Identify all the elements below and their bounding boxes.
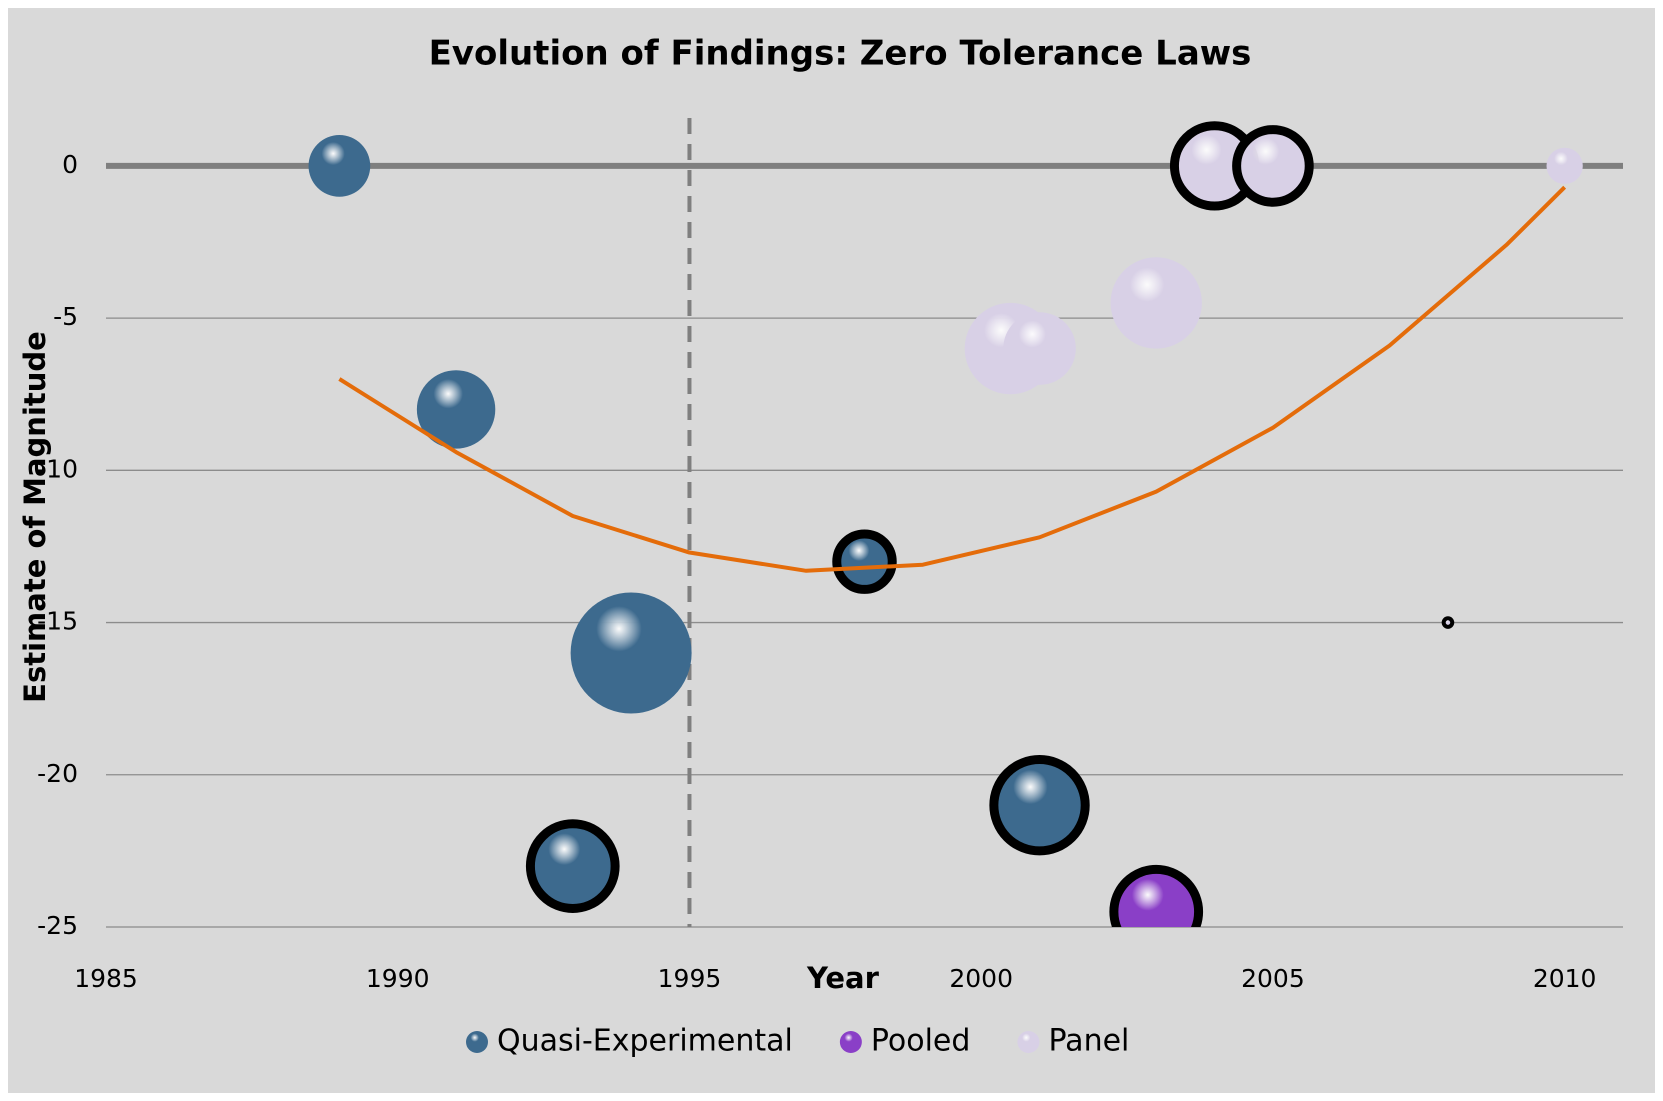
x-tick-label: 2005 (1241, 964, 1305, 993)
bubble (416, 370, 496, 449)
y-axis-title: Estimate of Magnitude (18, 331, 52, 703)
bubble (570, 592, 692, 714)
bubble (1232, 125, 1314, 207)
chart-background (8, 8, 1655, 1093)
x-tick-label: 1995 (658, 964, 722, 993)
y-tick-label: -5 (53, 302, 78, 331)
legend-marker (839, 1031, 862, 1053)
bubble (832, 529, 897, 594)
bubble (308, 135, 371, 197)
x-axis-title: Year (806, 961, 880, 995)
x-tick-label: 2010 (1533, 964, 1597, 993)
legend-label: Panel (1048, 1024, 1129, 1059)
x-tick-label: 1985 (74, 964, 138, 993)
bubble (1441, 616, 1455, 629)
bubble (1546, 147, 1583, 185)
bubble (1110, 257, 1202, 349)
bubble (525, 819, 620, 913)
bubble (1109, 864, 1204, 927)
y-tick-label: -20 (37, 759, 78, 788)
legend-label: Pooled (871, 1024, 971, 1059)
y-tick-label: -25 (37, 911, 78, 940)
legend-marker (1017, 1031, 1040, 1053)
y-tick-label: 0 (62, 150, 78, 179)
legend-marker (466, 1031, 488, 1053)
bubble (1003, 312, 1076, 385)
trend-line (338, 185, 1567, 573)
chart-title: Evolution of Findings: Zero Tolerance La… (429, 34, 1252, 74)
legend-label: Quasi-Experimental (497, 1024, 793, 1059)
x-tick-label: 2000 (949, 964, 1013, 993)
x-tick-label: 1990 (366, 964, 430, 993)
y-tick-label: -10 (37, 454, 78, 483)
y-tick-label: -15 (37, 607, 78, 636)
bubble (989, 755, 1090, 856)
plot-area (308, 121, 1583, 927)
